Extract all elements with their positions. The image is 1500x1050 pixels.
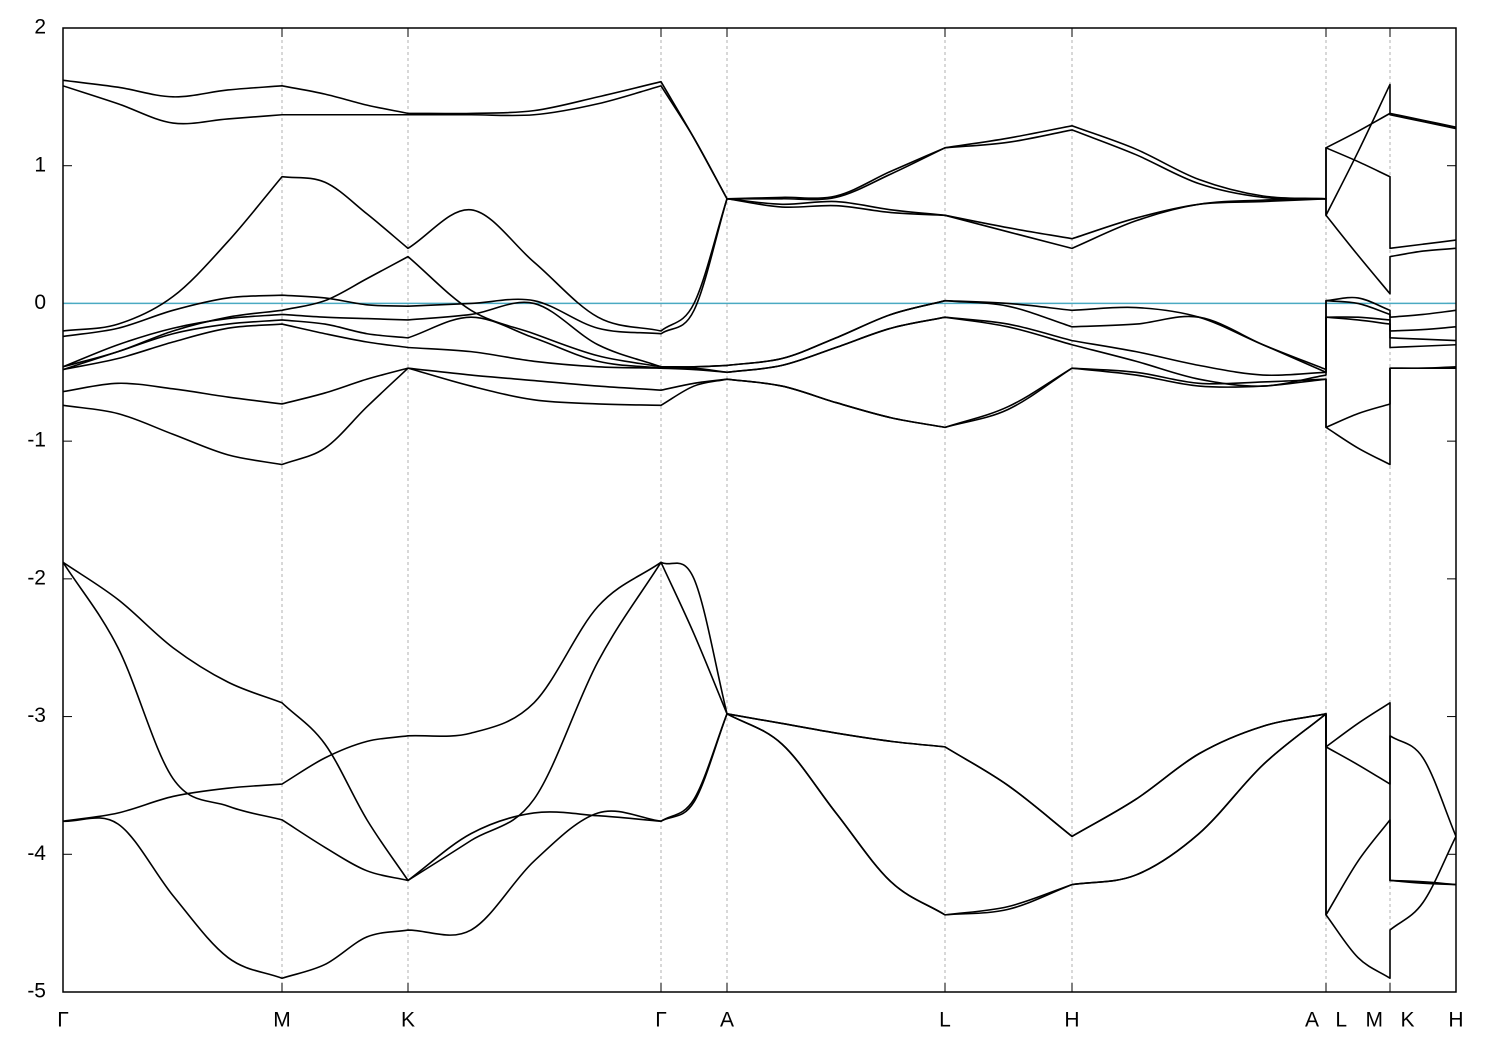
y-tick-label: -2 (27, 566, 46, 589)
y-tick-label: -3 (27, 704, 46, 727)
x-tick-label: A L (1305, 1009, 1347, 1032)
y-tick-label: 0 (34, 291, 46, 314)
y-tick-label: -1 (27, 429, 46, 452)
x-tick-label: Γ (57, 1009, 69, 1032)
x-tick-label: A (720, 1009, 734, 1032)
band-line (63, 299, 1456, 374)
band-line (63, 561, 1456, 886)
band-line (63, 365, 1456, 466)
bands (63, 79, 1456, 980)
x-tick-label: H (1448, 1009, 1463, 1032)
plot-frame (62, 27, 1457, 993)
y-tick-label: 1 (34, 153, 46, 176)
x-tick-label: H (1064, 1009, 1079, 1032)
band-line (63, 713, 1456, 980)
x-tick-label: L (939, 1009, 951, 1032)
y-tick-label: -5 (27, 980, 46, 1003)
x-tick-label: M (273, 1009, 291, 1032)
x-tick-label: K (401, 1009, 415, 1032)
y-tick-label: 2 (34, 16, 46, 39)
x-tick-label: M K (1365, 1009, 1414, 1032)
y-tick-label: -4 (27, 842, 46, 865)
band-line (63, 197, 1456, 338)
x-tick-label: Γ (655, 1009, 667, 1032)
